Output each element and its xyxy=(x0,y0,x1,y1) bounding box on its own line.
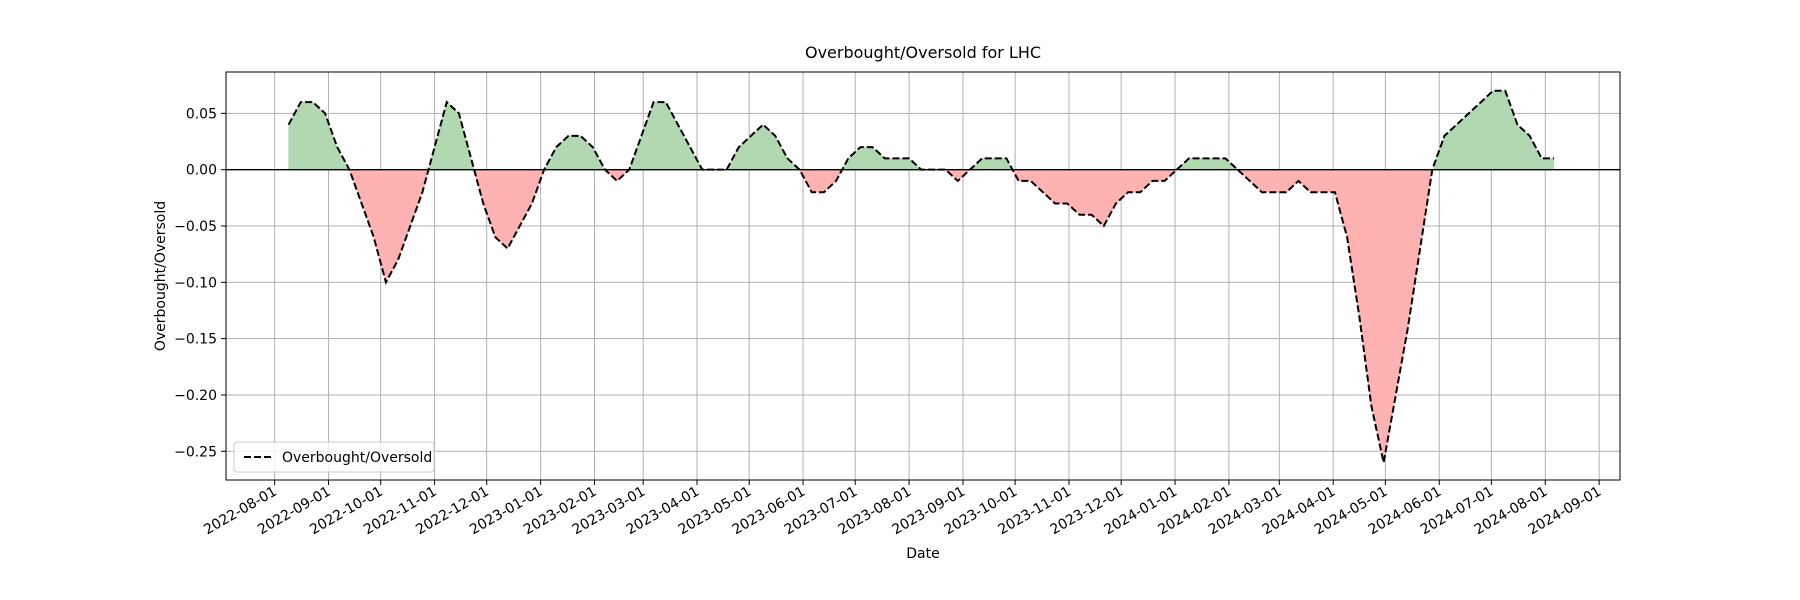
area-fill xyxy=(1273,169,1287,193)
area-fill xyxy=(981,158,995,170)
area-fill xyxy=(1444,124,1457,170)
y-axis-label: Overbought/Oversold xyxy=(153,201,169,351)
area-fill xyxy=(1127,169,1141,193)
area-fill xyxy=(1359,169,1372,407)
area-fill xyxy=(373,169,387,283)
area-fill xyxy=(1188,158,1202,170)
area-fill xyxy=(860,146,873,170)
area-fill xyxy=(1298,169,1311,193)
y-tick-label: −0.25 xyxy=(174,444,217,460)
area-fill xyxy=(446,101,460,170)
area-fill xyxy=(397,169,411,260)
area-fill xyxy=(361,169,374,238)
area-fill xyxy=(1383,169,1397,463)
y-tick-label: 0.05 xyxy=(186,106,217,122)
area-fill xyxy=(823,169,837,193)
area-fill xyxy=(762,124,776,170)
area-fill xyxy=(1249,169,1263,193)
legend: Overbought/Oversold xyxy=(233,441,435,473)
y-tick-label: 0.00 xyxy=(186,163,217,179)
series-line xyxy=(287,89,1554,463)
area-fill xyxy=(519,169,533,227)
area-fill xyxy=(994,158,1007,170)
plot-frame xyxy=(225,71,1621,481)
area-fill xyxy=(1492,90,1506,170)
area-fill xyxy=(495,169,508,250)
y-tick-label: −0.15 xyxy=(174,332,217,348)
x-axis-label: Date xyxy=(906,546,939,562)
legend-box xyxy=(233,441,435,473)
area-fill xyxy=(1152,169,1165,182)
area-fill xyxy=(1018,169,1032,182)
area-fill xyxy=(385,169,399,283)
area-fill xyxy=(592,147,606,170)
area-fill xyxy=(848,146,861,170)
area-fill xyxy=(1529,135,1543,170)
area-fill xyxy=(1322,169,1336,193)
area-fill xyxy=(653,101,667,170)
area-fill xyxy=(1407,169,1421,328)
area-fill xyxy=(1140,169,1153,193)
area-fill xyxy=(1505,90,1518,170)
area-fill xyxy=(884,158,898,170)
area-fill xyxy=(482,169,496,238)
area-fill xyxy=(1261,169,1275,193)
area-fill xyxy=(811,169,825,193)
area-fill xyxy=(1310,169,1324,193)
area-fill xyxy=(872,146,886,170)
area-fill xyxy=(1468,101,1482,170)
y-tick-label: −0.10 xyxy=(174,275,217,291)
area-fill xyxy=(1054,169,1068,204)
y-tick-label: −0.05 xyxy=(174,219,217,235)
chart-title: Overbought/Oversold for LHC xyxy=(805,43,1041,62)
legend-label: Overbought/Oversold xyxy=(282,450,432,466)
area-fill xyxy=(1286,169,1299,193)
y-tick-label: −0.20 xyxy=(174,388,217,404)
area-fill xyxy=(1213,158,1226,170)
area-fill xyxy=(1480,90,1494,170)
area-fill xyxy=(677,124,691,170)
area-fill xyxy=(568,135,581,170)
area-fill xyxy=(1079,169,1092,215)
area-fill xyxy=(1200,158,1214,170)
area-fill xyxy=(896,158,910,170)
area-fill xyxy=(750,124,764,170)
area-fill xyxy=(1541,158,1555,170)
area-fill xyxy=(555,135,569,170)
area-fill xyxy=(300,101,314,170)
area-fill xyxy=(1103,169,1117,227)
area-fill xyxy=(1030,169,1044,193)
